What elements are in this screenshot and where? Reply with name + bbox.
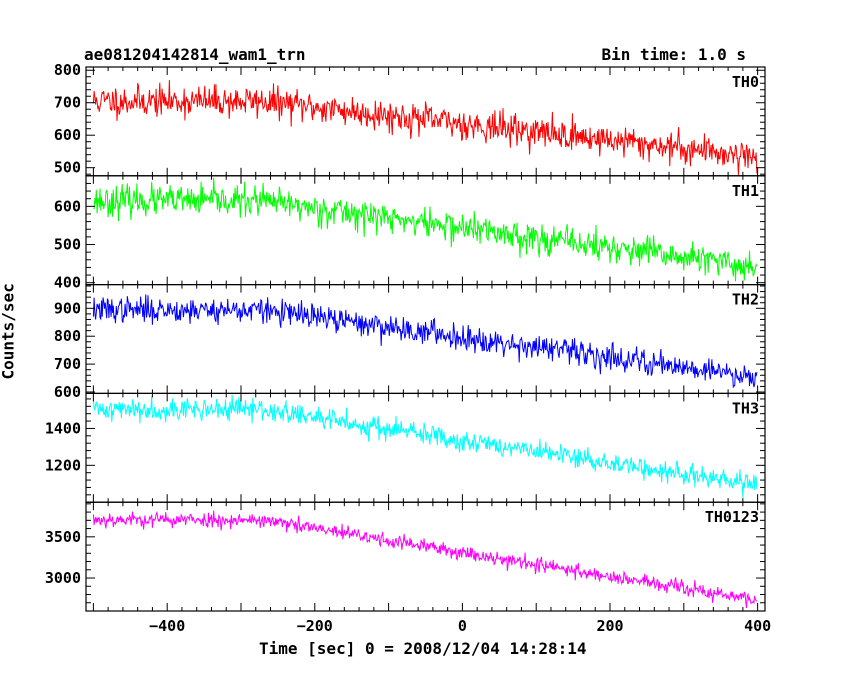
series-line-th1 <box>93 177 758 282</box>
y-tick-label: 1200 <box>45 456 81 474</box>
series-line-th2 <box>92 294 758 389</box>
panel-label-th0123: TH0123 <box>705 508 759 526</box>
x-tick-label: 400 <box>744 617 771 635</box>
y-tick-label: 800 <box>54 61 81 79</box>
panel-frame-th0123 <box>85 501 766 612</box>
x-tick-label: 0 <box>458 617 467 635</box>
panel-label-th1: TH1 <box>732 182 759 200</box>
y-tick-label: 600 <box>54 197 81 215</box>
panel-label-th2: TH2 <box>732 291 759 309</box>
x-tick-label: −200 <box>297 617 333 635</box>
y-tick-label: 3000 <box>45 569 81 587</box>
panel-frame-th0 <box>85 66 766 177</box>
chart-title: ae081204142814_wam1_trn <box>84 45 306 64</box>
y-tick-label: 800 <box>54 327 81 345</box>
y-axis-label: Counts/sec <box>0 283 18 380</box>
y-tick-label: 600 <box>54 383 81 401</box>
series-line-th0 <box>92 79 758 175</box>
x-tick-label: 200 <box>596 617 623 635</box>
panel-frame-th2 <box>85 284 766 395</box>
panel-frame-th3 <box>85 392 766 503</box>
y-tick-label: 3500 <box>45 528 81 546</box>
series-line-th3 <box>92 394 758 498</box>
y-tick-label: 1400 <box>45 419 81 437</box>
y-tick-label: 400 <box>54 274 81 292</box>
y-tick-label: 900 <box>54 299 81 317</box>
y-tick-label: 500 <box>54 159 81 177</box>
x-axis-label: Time [sec] 0 = 2008/12/04 14:28:14 <box>259 639 587 658</box>
y-tick-label: 700 <box>54 94 81 112</box>
x-tick-label: −400 <box>149 617 185 635</box>
y-tick-label: 700 <box>54 355 81 373</box>
y-tick-label: 600 <box>54 126 81 144</box>
series-line-th0123 <box>92 510 758 609</box>
panel-label-th0: TH0 <box>732 73 759 91</box>
y-tick-label: 500 <box>54 236 81 254</box>
bin-time-label: Bin time: 1.0 s <box>601 45 747 64</box>
panel-label-th3: TH3 <box>732 399 759 417</box>
